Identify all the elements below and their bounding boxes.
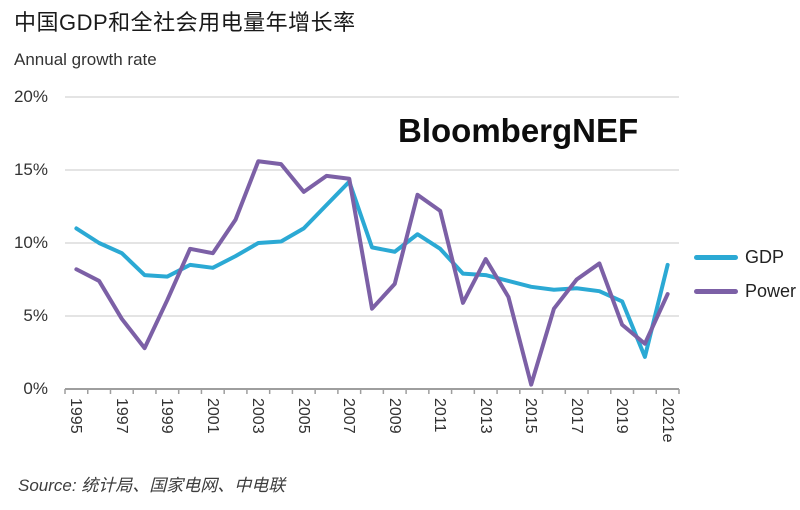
gdp-line-swatch <box>694 254 738 260</box>
source-note: Source: 统计局、国家电网、中电联 <box>18 476 286 495</box>
chart-legend: GDP Power <box>694 247 796 315</box>
x-tick-label-2007: 2007 <box>340 398 358 434</box>
x-tick-label-2021e: 2021e <box>658 398 676 443</box>
x-tick-label-1999: 1999 <box>158 398 176 434</box>
x-tick-label-2005: 2005 <box>294 398 312 434</box>
power-line <box>74 159 670 387</box>
x-tick-label-2013: 2013 <box>476 398 494 434</box>
x-tick-label-2003: 2003 <box>249 398 267 434</box>
y-tick-label-5%: 5% <box>23 306 48 325</box>
legend-item-gdp: GDP <box>694 247 796 267</box>
y-tick-label-15%: 15% <box>13 160 48 179</box>
x-tick-label-1997: 1997 <box>112 398 130 434</box>
x-tick-label-2011: 2011 <box>431 398 449 433</box>
x-tick-label-2009: 2009 <box>385 398 403 434</box>
x-tick-label-2017: 2017 <box>567 398 585 434</box>
x-tick-label-1995: 1995 <box>67 398 85 434</box>
legend-power-label: Power <box>745 280 797 301</box>
x-tick-label-2015: 2015 <box>522 398 540 434</box>
chart-subtitle: Annual growth rate <box>14 50 157 69</box>
chart-title: 中国GDP和全社会用电量年增长率 <box>14 10 356 35</box>
power-line-swatch <box>694 288 738 294</box>
legend-item-power: Power <box>694 281 796 301</box>
y-tick-label-0%: 0% <box>23 379 48 398</box>
gdp-line <box>74 179 670 359</box>
legend-gdp-label: GDP <box>745 246 785 267</box>
y-tick-label-10%: 10% <box>13 233 48 252</box>
x-tick-label-2001: 2001 <box>203 398 221 434</box>
bloombergnef-watermark: BloombergNEF <box>398 112 639 149</box>
x-tick-label-2019: 2019 <box>613 398 631 434</box>
y-tick-label-20%: 20% <box>13 87 48 106</box>
